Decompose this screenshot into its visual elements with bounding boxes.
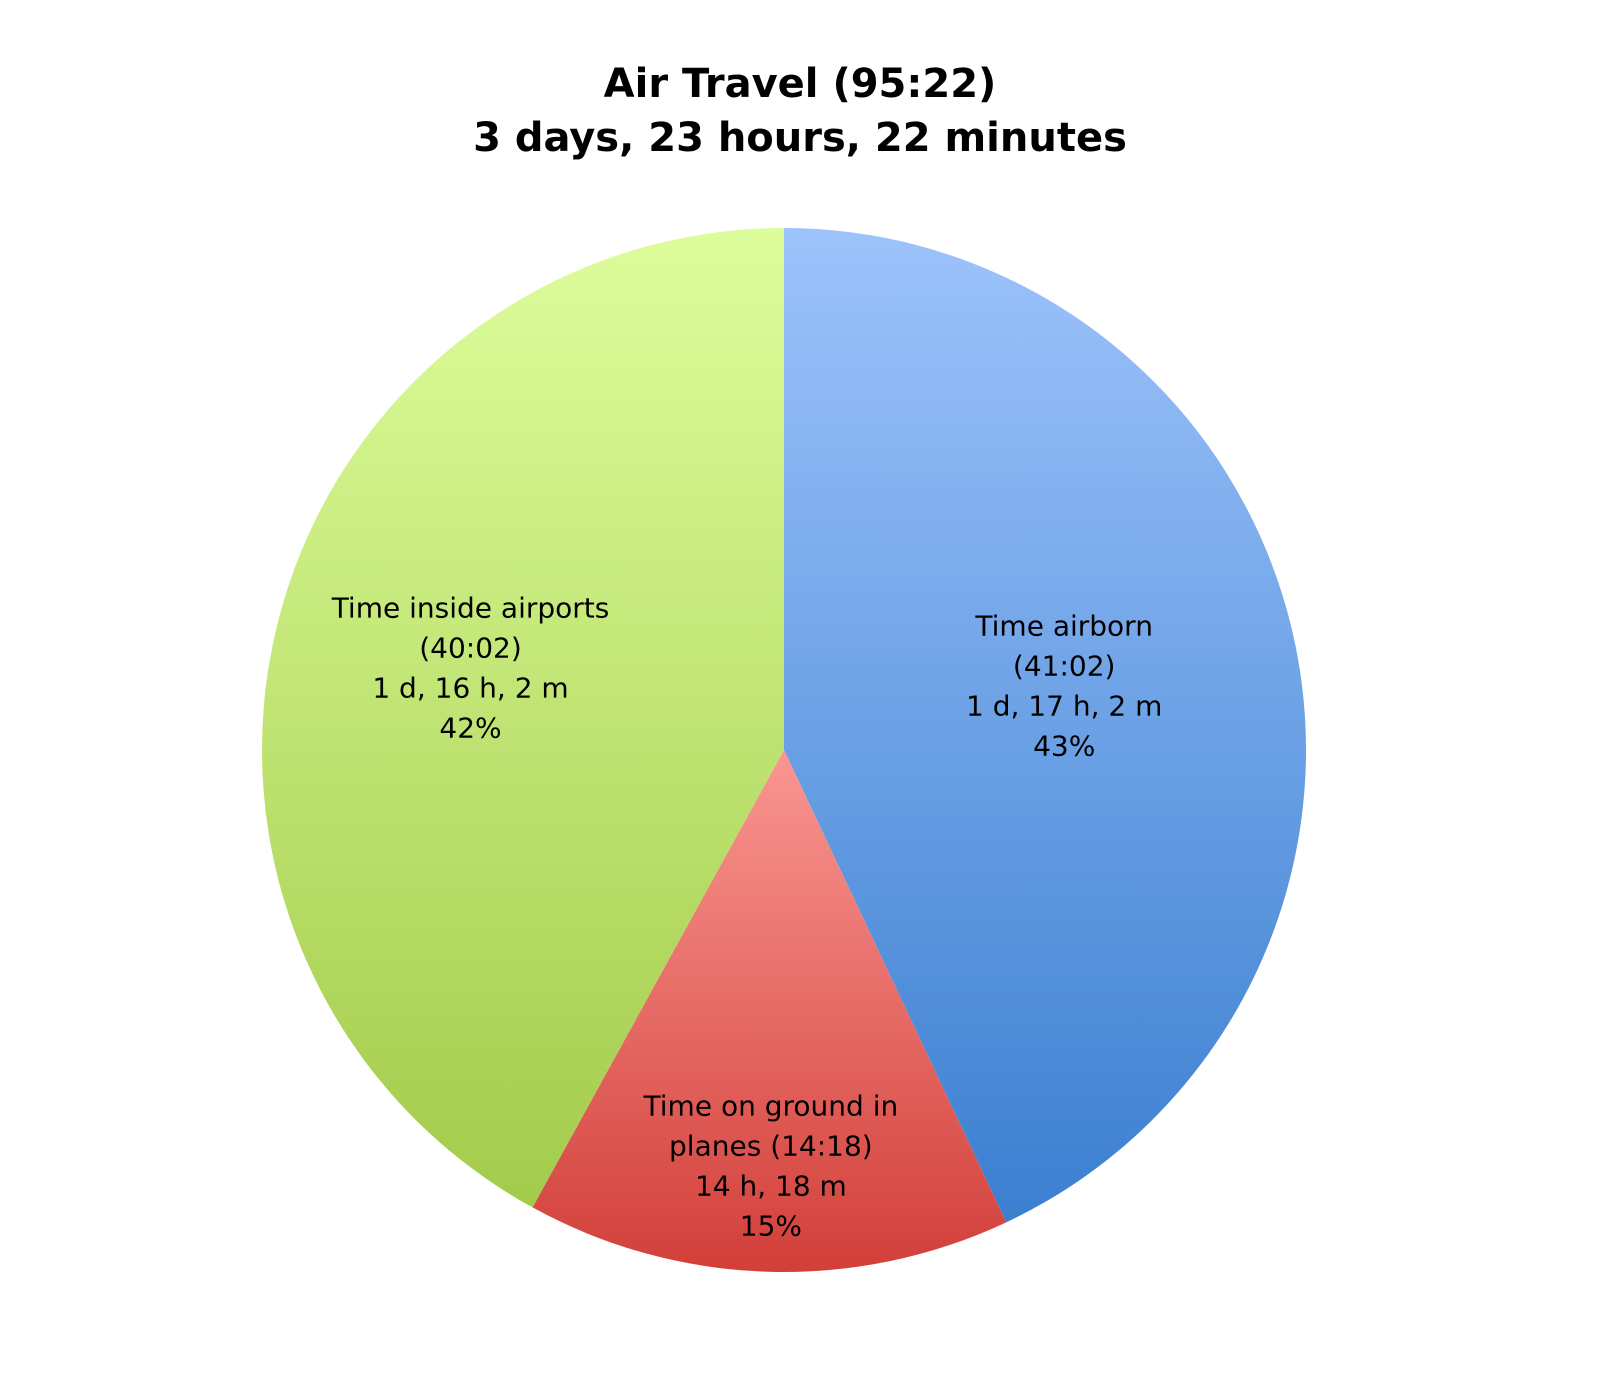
slice-label: (41:02): [1013, 649, 1116, 682]
slice-label: 14 h, 18 m: [695, 1169, 847, 1202]
slice-label: Time inside airports: [331, 592, 610, 625]
pie-slice: [532, 750, 1007, 1272]
slice-label: 1 d, 17 h, 2 m: [966, 689, 1162, 722]
pie-slice: [784, 228, 1306, 1223]
slice-label: planes (14:18): [669, 1129, 873, 1162]
chart-subtitle: 3 days, 23 hours, 22 minutes: [473, 115, 1127, 161]
pie-slice: [261, 228, 785, 1208]
slice-label: (40:02): [419, 632, 522, 665]
slice-label: Time on ground in: [643, 1089, 899, 1122]
chart-title: Air Travel (95:22): [604, 61, 997, 107]
slice-label: 15%: [740, 1209, 802, 1242]
slice-label: 43%: [1033, 729, 1095, 762]
slice-label: 1 d, 16 h, 2 m: [372, 672, 568, 705]
slice-label: Time airborn: [974, 609, 1153, 642]
slice-label: 42%: [439, 712, 501, 745]
